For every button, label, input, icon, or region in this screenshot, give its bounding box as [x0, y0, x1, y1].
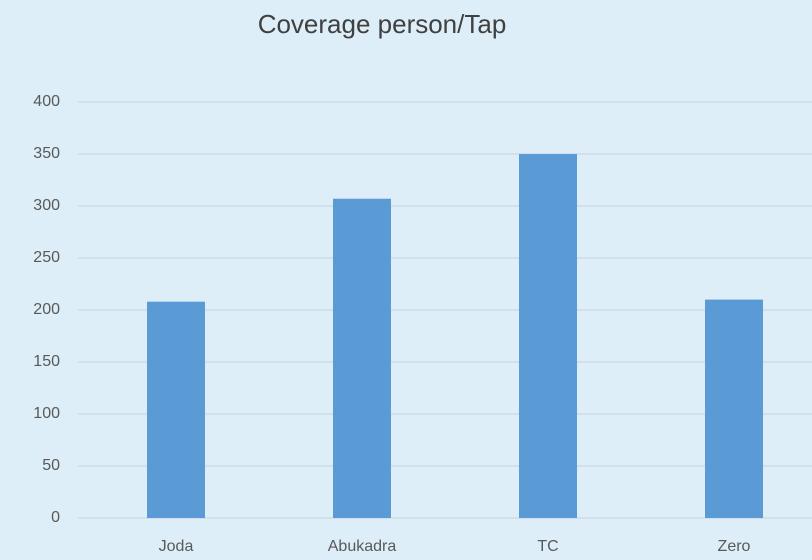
y-tick-label: 0	[51, 509, 60, 526]
bar	[333, 198, 391, 518]
y-tick-label: 150	[33, 353, 60, 370]
y-tick-label: 100	[33, 405, 60, 422]
x-tick-label: TC	[537, 538, 558, 555]
bar	[705, 299, 763, 518]
x-tick-label: Joda	[159, 538, 194, 555]
bar	[147, 301, 205, 518]
y-tick-label: 250	[33, 249, 60, 266]
y-tick-label: 200	[33, 301, 60, 318]
y-tick-label: 50	[42, 457, 60, 474]
y-tick-label: 300	[33, 197, 60, 214]
x-tick-label: Abukadra	[328, 538, 397, 555]
bar	[519, 154, 577, 518]
chart-title: Coverage person/Tap	[258, 9, 507, 39]
x-tick-label: Zero	[718, 538, 751, 555]
y-tick-label: 350	[33, 145, 60, 162]
y-tick-label: 400	[33, 93, 60, 110]
